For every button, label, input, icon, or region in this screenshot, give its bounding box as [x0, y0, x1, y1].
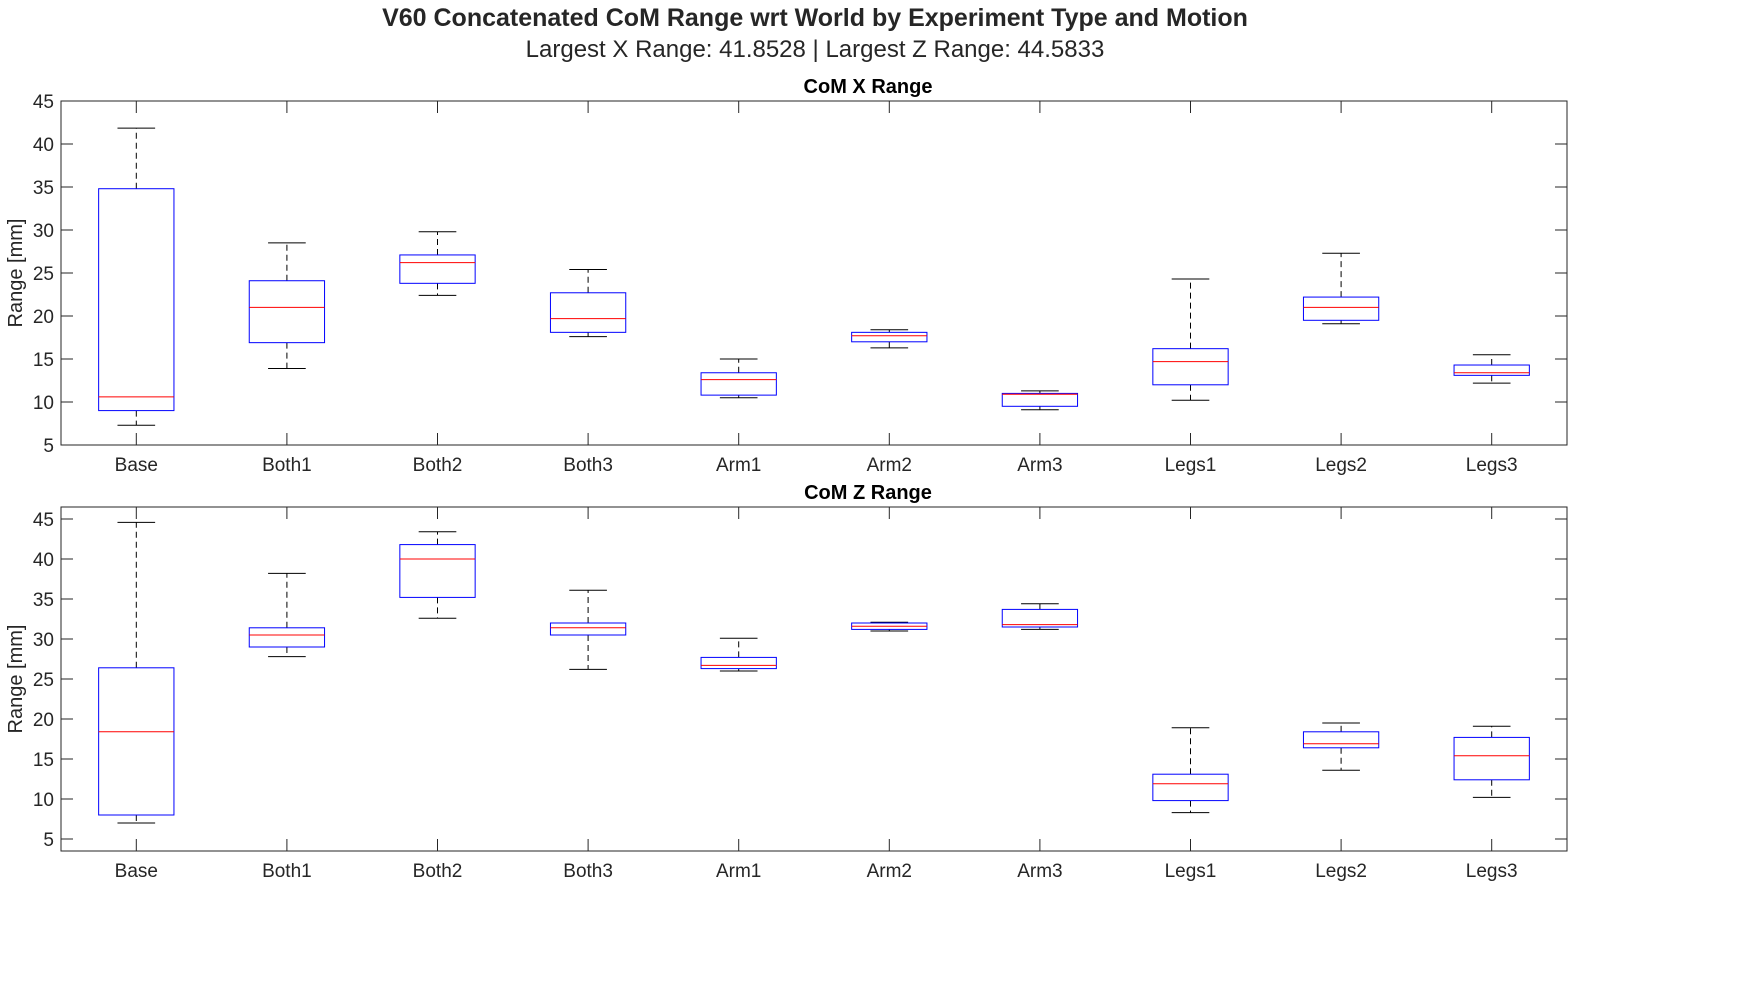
iqr-box [1453, 364, 1530, 376]
y-tick-label: 40 [33, 135, 54, 156]
y-tick-label: 15 [33, 350, 54, 371]
iqr-box [399, 254, 476, 284]
chart-panel-com-z-range: 5 10 15 20 25 30 35 40 45 Base Both1 Both2 Both3 Arm1… [5, 482, 1568, 882]
iqr-box [851, 331, 928, 343]
y-tick-label: 20 [33, 307, 54, 328]
y-tick-label: 35 [33, 178, 54, 199]
box-arm3 [1001, 390, 1079, 411]
y-tick-label: 30 [33, 221, 54, 242]
box-both2 [399, 531, 476, 619]
iqr-box [1453, 736, 1530, 781]
x-tick-label: Both3 [563, 861, 613, 882]
figure-title: V60 Concatenated CoM Range wrt World by … [382, 4, 1248, 32]
box-legs3 [1453, 354, 1530, 384]
y-tick-label: 45 [33, 92, 54, 113]
box-both3 [549, 269, 627, 338]
y-tick-label: 5 [43, 436, 54, 457]
iqr-box [1302, 731, 1380, 749]
iqr-box [98, 188, 175, 412]
box-legs3 [1453, 725, 1530, 798]
box-legs1 [1152, 278, 1229, 401]
y-tick-label: 25 [33, 264, 54, 285]
x-tick-label: Legs1 [1165, 861, 1217, 882]
x-tick-label: Both2 [413, 861, 463, 882]
x-tick-label: Arm3 [1017, 455, 1062, 476]
x-tick-label: Arm1 [716, 861, 761, 882]
box-both2 [399, 231, 476, 296]
box-both3 [549, 589, 627, 670]
x-tick-label: Legs3 [1466, 455, 1518, 476]
box-arm2 [851, 329, 928, 349]
x-tick-label: Arm2 [867, 455, 912, 476]
plot-area-frame [60, 506, 1568, 852]
x-tick-label: Base [115, 455, 158, 476]
iqr-box [248, 280, 326, 344]
y-tick-label: 5 [43, 830, 54, 851]
x-tick-label: Both1 [262, 455, 312, 476]
chart-panel-com-x-range: 5 10 15 20 25 30 35 40 45 Base Both1 Both2 Both3 Arm1… [5, 76, 1568, 476]
iqr-box [98, 667, 175, 816]
iqr-box [700, 656, 777, 670]
figure-subtitle: Largest X Range: 41.8528 | Largest Z Ran… [525, 36, 1105, 63]
y-tick-label: 40 [33, 550, 54, 571]
y-tick-label: 10 [33, 790, 54, 811]
y-axis-label: Range [mm] [5, 219, 27, 328]
y-tick-label: 35 [33, 590, 54, 611]
iqr-box [1152, 348, 1229, 386]
box-base [98, 127, 175, 426]
iqr-box [1001, 608, 1079, 628]
box-legs2 [1302, 252, 1380, 325]
x-tick-label: Arm3 [1017, 861, 1062, 882]
iqr-box [549, 622, 627, 636]
iqr-box [1152, 773, 1229, 802]
box-arm1 [700, 637, 777, 672]
iqr-box [248, 627, 326, 648]
box-both1 [248, 242, 326, 369]
y-tick-label: 15 [33, 750, 54, 771]
x-tick-label: Arm2 [867, 861, 912, 882]
x-tick-label: Legs3 [1466, 861, 1518, 882]
panel-title: CoM X Range [804, 76, 933, 98]
box-base [98, 521, 175, 824]
box-both1 [248, 572, 326, 658]
iqr-box [1001, 392, 1079, 407]
y-tick-label: 20 [33, 710, 54, 731]
y-tick-label: 45 [33, 510, 54, 531]
x-tick-label: Both2 [413, 455, 463, 476]
iqr-box [549, 292, 627, 333]
iqr-box [1302, 296, 1380, 321]
iqr-box [700, 372, 777, 396]
y-tick-label: 25 [33, 670, 54, 691]
x-tick-label: Legs2 [1315, 861, 1367, 882]
panel-title: CoM Z Range [804, 482, 932, 504]
y-tick-label: 30 [33, 630, 54, 651]
box-legs2 [1302, 722, 1380, 771]
x-tick-label: Base [115, 861, 158, 882]
iqr-box [399, 544, 476, 598]
y-axis-label: Range [mm] [5, 625, 27, 734]
x-tick-label: Arm1 [716, 455, 761, 476]
box-arm2 [851, 621, 928, 632]
x-tick-label: Both1 [262, 861, 312, 882]
y-tick-label: 10 [33, 393, 54, 414]
box-arm1 [700, 358, 777, 399]
box-arm3 [1001, 603, 1079, 630]
x-tick-label: Legs2 [1315, 455, 1367, 476]
x-tick-label: Legs1 [1165, 455, 1217, 476]
box-legs1 [1152, 727, 1229, 814]
x-tick-label: Both3 [563, 455, 613, 476]
